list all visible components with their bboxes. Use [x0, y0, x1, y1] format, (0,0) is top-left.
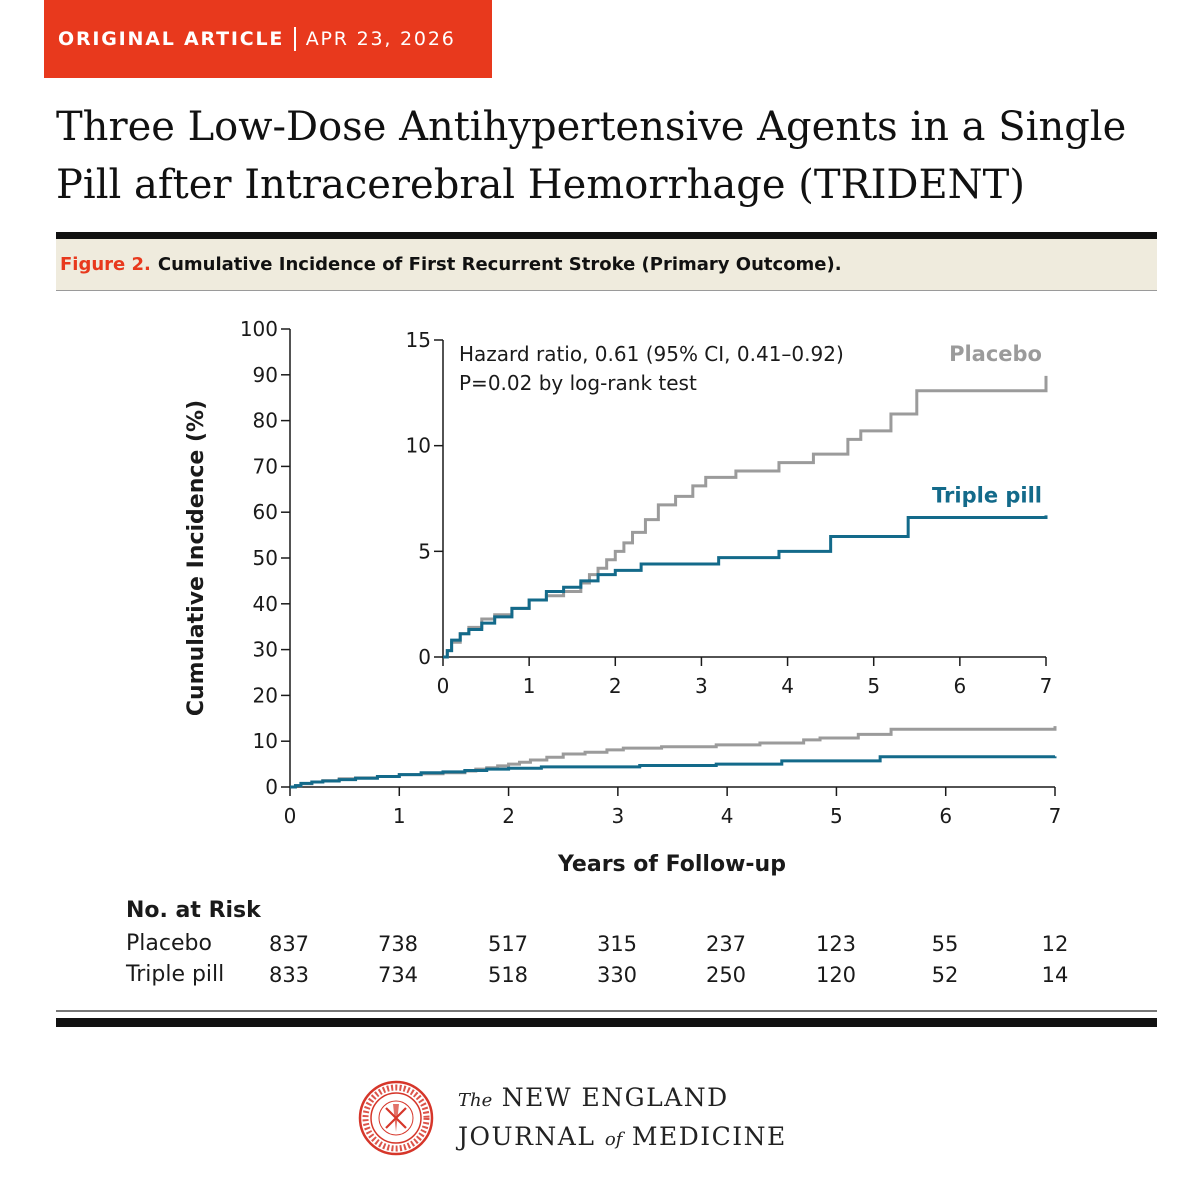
inset-y-tick-label: 10 [406, 434, 431, 458]
main-x-tick-label: 3 [611, 804, 624, 828]
journal-name-part2a: JOURNAL [458, 1122, 596, 1151]
inset-x-tick-label: 5 [867, 674, 880, 698]
journal-of: of [604, 1129, 623, 1150]
risk-cell: 738 [377, 932, 419, 956]
main-y-tick-label: 0 [265, 775, 278, 799]
main-y-tick-label: 10 [253, 729, 278, 753]
article-type: ORIGINAL ARTICLE [58, 28, 285, 50]
inset-y-tick-label: 0 [418, 645, 431, 669]
article-title-line1: Three Low-Dose Antihypertensive Agents i… [56, 104, 1127, 150]
inset-y-tick-label: 15 [406, 328, 431, 352]
figure-number: Figure 2. [60, 254, 151, 275]
risk-cell: 518 [487, 963, 529, 987]
inset-series-triple-pill [443, 515, 1048, 659]
inset-p-value: P=0.02 by log-rank test [459, 371, 697, 395]
inset-x-tick-label: 7 [1040, 674, 1053, 698]
bottom-rule [56, 1018, 1157, 1027]
main-x-tick-label: 4 [721, 804, 734, 828]
main-y-tick-label: 20 [253, 683, 278, 707]
main-x-tick-label: 6 [939, 804, 952, 828]
bottom-thin-rule [56, 1010, 1157, 1012]
inset-x-tick-label: 2 [609, 674, 622, 698]
main-x-tick-label: 7 [1049, 804, 1062, 828]
main-y-axis-title: Cumulative Incidence (%) [184, 400, 209, 716]
risk-cell: 833 [268, 963, 310, 987]
inset-x-tick-label: 4 [781, 674, 794, 698]
main-x-tick-label: 0 [284, 804, 297, 828]
journal-the: The [458, 1090, 493, 1111]
main-x-tick-label: 2 [502, 804, 515, 828]
risk-cell: 237 [705, 932, 747, 956]
main-y-tick-label: 40 [253, 592, 278, 616]
inset-y-tick-label: 5 [418, 539, 431, 563]
risk-cell: 12 [1041, 932, 1069, 956]
main-y-tick-label: 90 [253, 363, 278, 387]
risk-cell: 120 [815, 963, 857, 987]
main-y-tick-label: 100 [240, 317, 278, 341]
main-x-axis-title: Years of Follow-up [557, 852, 786, 877]
inset-hazard-ratio: Hazard ratio, 0.61 (95% CI, 0.41–0.92) [459, 342, 844, 366]
inset-series-placebo [443, 375, 1048, 659]
article-title: Three Low-Dose Antihypertensive Agents i… [56, 98, 1166, 214]
journal-name-part2b: MEDICINE [631, 1122, 787, 1151]
main-y-tick-label: 60 [253, 500, 278, 524]
main-y-tick-label: 70 [253, 454, 278, 478]
risk-cell: 55 [931, 932, 959, 956]
figure-caption: Figure 2. Cumulative Incidence of First … [56, 239, 1157, 291]
inset-x-tick-label: 6 [953, 674, 966, 698]
risk-row-label: Placebo [126, 931, 212, 956]
main-x-tick-label: 5 [830, 804, 843, 828]
risk-cell: 734 [377, 963, 419, 987]
risk-cell: 250 [705, 963, 747, 987]
inset-x-tick-label: 3 [695, 674, 708, 698]
main-series-triple-pill [290, 755, 1057, 789]
main-y-tick-label: 30 [253, 638, 278, 662]
article-date: APR 23, 2026 [305, 28, 456, 50]
journal-name-line2: JOURNAL of MEDICINE [458, 1119, 787, 1158]
main-y-tick-label: 50 [253, 546, 278, 570]
article-type-banner: ORIGINAL ARTICLE APR 23, 2026 [44, 0, 492, 78]
journal-name-part1: NEW ENGLAND [501, 1083, 729, 1112]
journal-name: The NEW ENGLAND JOURNAL of MEDICINE [458, 1080, 787, 1158]
top-rule [56, 232, 1157, 239]
risk-cell: 837 [268, 932, 310, 956]
figure-title: Cumulative Incidence of First Recurrent … [157, 254, 842, 275]
risk-row-label: Triple pill [126, 962, 225, 987]
risk-cell: 123 [815, 932, 857, 956]
risk-cell: 52 [931, 963, 959, 987]
risk-cell: 517 [487, 932, 529, 956]
risk-cell: 315 [596, 932, 638, 956]
main-y-tick-label: 80 [253, 409, 278, 433]
risk-cell: 330 [596, 963, 638, 987]
article-title-line2: Pill after Intracerebral Hemorrhage (TRI… [56, 162, 1025, 208]
main-x-tick-label: 1 [393, 804, 406, 828]
inset-x-tick-label: 1 [523, 674, 536, 698]
risk-cell: 14 [1041, 963, 1069, 987]
risk-table-title: No. at Risk [126, 898, 261, 923]
banner-divider [294, 27, 296, 51]
nejm-seal-icon [358, 1080, 434, 1156]
inset-x-tick-label: 0 [437, 674, 450, 698]
journal-name-line1: The NEW ENGLAND [458, 1080, 787, 1119]
inset-legend-placebo: Placebo [949, 342, 1042, 366]
inset-legend-triple-pill: Triple pill [932, 483, 1042, 507]
